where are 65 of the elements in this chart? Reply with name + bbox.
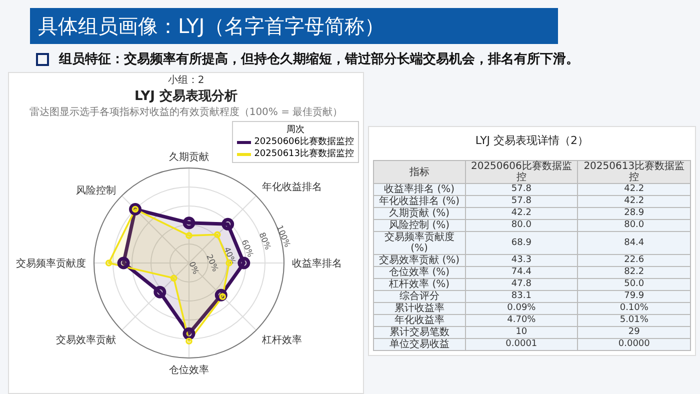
spoke-label: 杠杆效率 — [260, 334, 302, 346]
y-tick-label: 40% — [222, 246, 238, 266]
spoke-label: 久期贡献 — [169, 151, 209, 163]
text: 57.8 — [511, 196, 532, 206]
legend-label: 20250606比赛数据监控 — [254, 136, 354, 148]
y-tick-label: 60% — [240, 238, 256, 259]
category-label: 单位交易收益 — [389, 339, 450, 350]
category-label: 交易频率贡献度 (%) — [384, 232, 454, 254]
text: 83.1 — [511, 291, 532, 301]
text: 22.6 — [624, 255, 644, 265]
text: 82.2 — [624, 267, 644, 277]
legend-title: 周次 — [286, 124, 306, 136]
text: 29 — [628, 327, 640, 337]
text: LYJ 交易表现详情（2） — [474, 133, 590, 148]
category-label: 年化收益率 — [394, 315, 444, 326]
category-label: 风险控制 (%) — [389, 220, 450, 231]
text: 0.0001 — [506, 339, 538, 349]
category-label: 交易效率贡献 (%) — [379, 255, 460, 266]
text: 68.9 — [511, 238, 532, 248]
text: 50.0 — [624, 279, 644, 289]
category-label: 仓位效率 (%) — [389, 267, 450, 278]
spoke-label: 仓位效率 — [169, 364, 209, 376]
text: 43.3 — [511, 255, 532, 265]
legend-label: 20250613比赛数据监控 — [254, 148, 354, 160]
spoke-label: 交易频率贡献度 — [16, 258, 86, 270]
text: 42.2 — [624, 196, 644, 206]
text: 4.70% — [507, 315, 536, 325]
spoke-label: 交易效率贡献 — [56, 334, 116, 346]
y-tick-label: 100% — [274, 224, 292, 249]
text: 10 — [516, 327, 528, 337]
text: 具体组员画像：LYJ（名字首字母简称） — [30, 8, 558, 44]
y-tick-label: 80% — [257, 231, 273, 252]
spoke-label: 风险控制 — [76, 184, 116, 197]
text: 80.0 — [624, 220, 644, 230]
text: 84.4 — [624, 238, 644, 248]
text: 79.9 — [624, 291, 644, 301]
y-tick-label: 20% — [204, 253, 220, 274]
text: 74.4 — [511, 267, 532, 277]
text: 42.2 — [624, 184, 644, 194]
spoke-label: 年化收益排名 — [262, 181, 322, 194]
category-label: 20250606比赛数据监控 — [465, 160, 578, 184]
y-tick-label: 0% — [187, 260, 200, 276]
text: 57.8 — [511, 184, 532, 194]
chart-subtitle: 雷达图显示选手各项指标对收益的有效贡献程度（100% = 最佳贡献） — [28, 106, 344, 119]
text: 80.0 — [511, 220, 532, 230]
text: 47.8 — [511, 279, 532, 289]
text: 28.9 — [624, 208, 644, 218]
category-label: 累计收益率 — [394, 303, 444, 314]
category-label: 久期贡献 (%) — [389, 208, 450, 219]
category-label: 杠杆效率 (%) — [389, 279, 450, 290]
category-label: 年化收益排名 (%) — [379, 196, 460, 207]
text: 指标 — [374, 160, 466, 184]
text: 小组：2 — [166, 74, 206, 87]
category-label: 收益率排名 (%) — [384, 184, 455, 195]
text: 0.0000 — [618, 339, 650, 349]
spoke-label: 收益率排名 — [292, 258, 342, 270]
text: 42.2 — [511, 208, 532, 218]
text: 5.01% — [620, 315, 648, 325]
text: 0.10% — [620, 303, 648, 313]
category-label: 累计交易笔数 — [389, 327, 450, 338]
text: 0.09% — [507, 303, 536, 313]
chart-title: LYJ 交易表现分析 — [133, 88, 239, 105]
text: 组员特征：交易频率有所提高，但持仓久期缩短，错过部分长端交易机会，排名有所下滑。 — [59, 50, 579, 68]
category-label: 综合评分 — [399, 291, 440, 302]
category-label: 20250613比赛数据监控 — [578, 160, 690, 184]
